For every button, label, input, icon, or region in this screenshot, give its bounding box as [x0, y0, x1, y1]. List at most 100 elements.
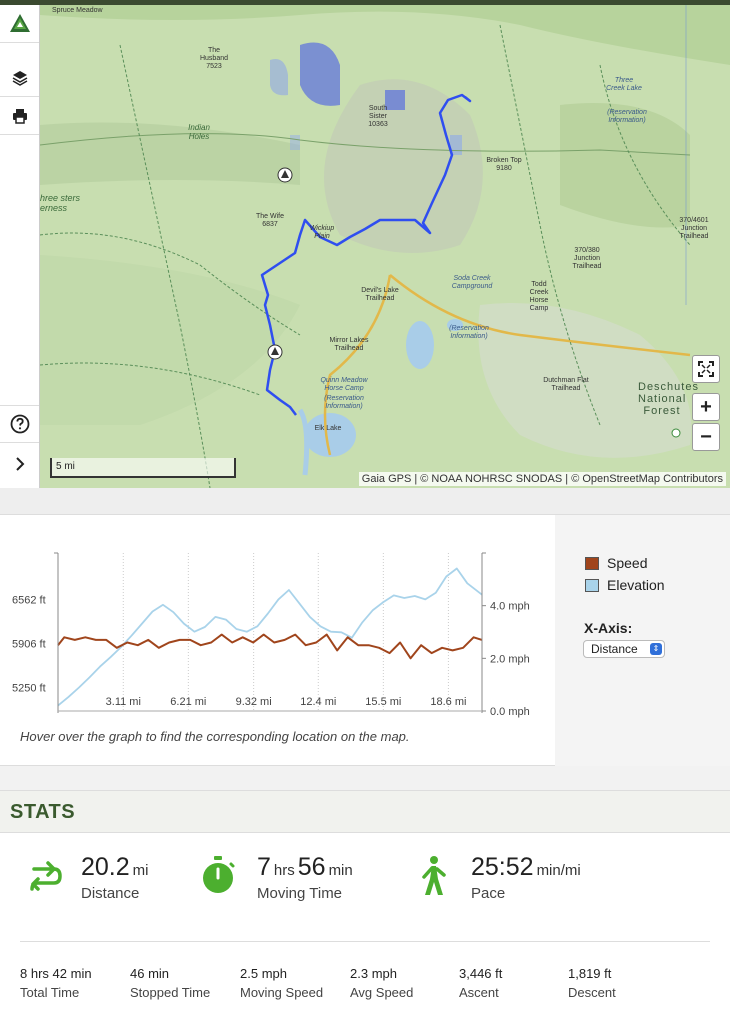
xaxis-label: X-Axis: [584, 620, 633, 636]
top-bar [0, 0, 730, 5]
label-the-wife-elev: 6837 [262, 221, 278, 228]
y-right-tick-label: 2.0 mph [490, 653, 530, 665]
stat-ascent-unit: ft [495, 966, 503, 981]
label-three-creek-lake: Three Creek Lake [606, 77, 642, 92]
scale-label: 5 mi [56, 461, 75, 472]
stat-moving-speed: 2.5 mph Moving Speed [240, 966, 323, 1000]
legend-speed[interactable]: Speed [585, 555, 647, 571]
x-tick-label: 6.21 mi [170, 696, 206, 708]
x-axis-ticks: 3.11 mi 6.21 mi 9.32 mi 12.4 mi 15.5 mi 18.6 … [106, 696, 467, 708]
map-terrain [0, 5, 730, 488]
speed-line [57, 633, 483, 660]
label-south-sister-name: South Sister [368, 105, 388, 120]
x-tick-label: 18.6 mi [430, 696, 466, 708]
fullscreen-icon [698, 361, 714, 377]
label-the-wife-name: The Wife [255, 213, 284, 220]
stat-total-time-label: Total Time [20, 985, 80, 1000]
stats-divider [20, 941, 710, 942]
stat-moving-hours-unit: hrs [273, 862, 295, 879]
x-tick-label: 3.11 mi [106, 696, 141, 708]
hiker-icon [422, 856, 446, 895]
section-divider-2 [0, 766, 730, 790]
label-the-wife: The Wife 6837 [255, 213, 285, 229]
label-devils-lake: Devil's Lake Trailhead [361, 287, 399, 302]
fullscreen-button[interactable] [692, 355, 720, 383]
label-south-sister-elev: 10363 [368, 121, 388, 128]
legend-elevation[interactable]: Elevation [585, 577, 665, 593]
label-broken-top: Broken Top 9180 [486, 157, 522, 173]
label-spruce-meadow: Spruce Meadow [52, 7, 103, 14]
elevation-series [57, 567, 483, 707]
label-junction-370-380: 370/380 Junction Trailhead [572, 247, 602, 270]
stat-ascent: 3,446 ft Ascent [459, 966, 502, 1000]
chevron-right-icon [15, 457, 24, 471]
stat-avg-speed: 2.3 mph Avg Speed [350, 966, 413, 1000]
y-left-tick-label: 5250 ft [12, 682, 46, 694]
stat-avg-speed-value: 2.3 [350, 966, 369, 981]
elevation-graph-panel: 3.11 mi 6.21 mi 9.32 mi 12.4 mi 15.5 mi 18.6 … [0, 514, 730, 766]
legend-speed-swatch [585, 556, 599, 570]
stat-moving-time-value: 7 hrs 56 min Moving Time [257, 853, 356, 902]
speed-series [57, 633, 483, 660]
label-indian-holes: Indian Holes [188, 123, 210, 141]
stat-avg-speed-unit: mph [371, 966, 397, 981]
elevation-speed-chart[interactable]: 3.11 mi 6.21 mi 9.32 mi 12.4 mi 15.5 mi 18.6 … [0, 545, 540, 745]
route-icon [30, 861, 62, 891]
stat-ascent-value: 3,446 [459, 966, 492, 981]
stat-descent-value: 1,819 [568, 966, 601, 981]
help-button[interactable] [0, 405, 39, 443]
stats-header: STATS [0, 791, 730, 833]
map-toolbar [0, 5, 40, 488]
elevation-line [57, 567, 483, 707]
map-view[interactable]: Spruce Meadow The Husband 7523 Indian Hol… [0, 5, 730, 488]
x-tick-label: 12.4 mi [300, 696, 336, 708]
stat-distance-value: 20.2 mi Distance [81, 853, 152, 902]
xaxis-select-value: Distance [591, 642, 638, 656]
legend-elevation-label: Elevation [607, 577, 665, 593]
stat-pace-unit: min/mi [536, 862, 581, 879]
stat-distance-unit: mi [132, 862, 149, 879]
stat-stopped-unit: min [148, 966, 170, 981]
label-wickiup-plain: Wickiup Plain [309, 225, 335, 240]
stat-moving-minutes: 56 [297, 853, 326, 881]
label-the-husband: The Husband 7523 [196, 47, 232, 71]
label-quinn-meadow-reservation: (Reservation Information) [324, 395, 364, 410]
label-mirror-lakes: Mirror Lakes Trailhead [329, 337, 369, 352]
label-the-husband-elev: 7523 [206, 63, 222, 70]
map-scale-bar: 5 mi [50, 458, 236, 478]
print-button[interactable] [0, 97, 39, 135]
gaia-logo-button[interactable] [0, 5, 39, 43]
label-south-sister: South Sister 10363 [360, 105, 396, 129]
stat-moving-time-label: Moving Time [257, 885, 343, 902]
select-arrows-icon: ⇕ [650, 643, 662, 655]
stat-stopped-time-label: Stopped Time [130, 985, 211, 1000]
zoom-in-button[interactable]: + [692, 393, 720, 421]
xaxis-select[interactable]: Distance ⇕ [583, 640, 665, 658]
stat-moving-speed-unit: mph [261, 966, 287, 981]
section-divider [0, 488, 730, 514]
gaia-logo-icon [9, 13, 30, 32]
stat-descent: 1,819 ft Descent [568, 966, 616, 1000]
label-the-husband-name: The Husband [199, 47, 229, 62]
stat-pace-value: 25:52 min/mi Pace [471, 853, 584, 902]
x-tick-label: 15.5 mi [365, 696, 401, 708]
layers-button[interactable] [0, 59, 39, 97]
help-icon [10, 414, 29, 434]
stat-total-hours: 8 [20, 966, 28, 981]
y-left-tick-label: 5906 ft [12, 638, 46, 650]
stat-total-minutes-unit: min [70, 966, 92, 981]
layers-icon [12, 70, 27, 86]
hover-hint: Hover over the graph to find the corresp… [20, 729, 410, 744]
stat-distance-label: Distance [81, 885, 140, 902]
map-attribution: Gaia GPS | © NOAA NOHRSC SNODAS | © Open… [358, 472, 726, 486]
y-right-ticks: 4.0 mph 2.0 mph 0.0 mph [482, 601, 530, 718]
zoom-out-button[interactable]: − [692, 423, 720, 451]
y-left-tick-label: 6562 ft [12, 594, 46, 606]
stat-ascent-label: Ascent [459, 985, 499, 1000]
stat-moving-speed-label: Moving Speed [240, 985, 324, 1000]
label-elk-lake: Elk Lake [314, 425, 342, 432]
stat-avg-speed-label: Avg Speed [350, 985, 414, 1000]
stat-moving-minutes-unit: min [328, 862, 353, 879]
label-deschutes-forest: Deschutes National Forest [638, 381, 699, 417]
expand-sidebar-button[interactable] [0, 445, 39, 483]
